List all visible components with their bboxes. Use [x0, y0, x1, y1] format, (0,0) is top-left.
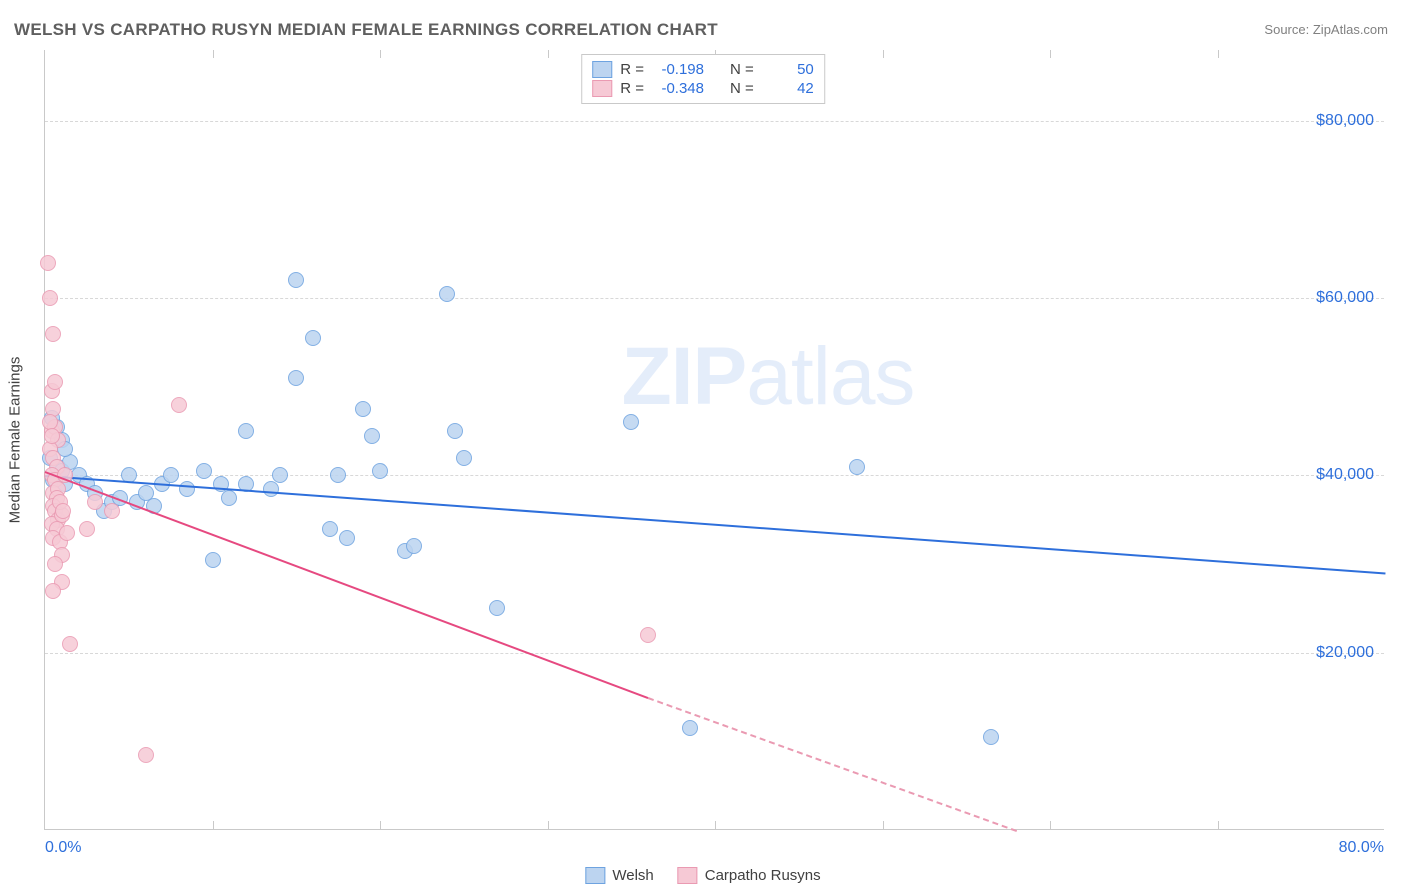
series-legend-item: Carpatho Rusyns	[678, 867, 821, 884]
legend-r-label: R =	[620, 80, 644, 97]
x-tick	[213, 50, 214, 58]
x-tick-label: 0.0%	[45, 839, 81, 857]
x-tick	[1218, 50, 1219, 58]
x-tick	[1050, 50, 1051, 58]
source-attribution: Source: ZipAtlas.com	[1264, 22, 1388, 37]
scatter-point	[45, 583, 61, 599]
scatter-point	[489, 600, 505, 616]
scatter-point	[40, 255, 56, 271]
chart-title: WELSH VS CARPATHO RUSYN MEDIAN FEMALE EA…	[14, 20, 718, 40]
trend-line	[45, 475, 1385, 574]
scatter-point	[87, 494, 103, 510]
scatter-point	[456, 450, 472, 466]
scatter-point	[330, 467, 346, 483]
x-tick	[883, 821, 884, 829]
x-tick	[548, 821, 549, 829]
scatter-point	[322, 521, 338, 537]
legend-swatch	[592, 80, 612, 97]
x-tick	[883, 50, 884, 58]
scatter-point	[682, 720, 698, 736]
plot-area: Median Female Earnings ZIPatlas $20,000$…	[44, 50, 1384, 830]
series-legend-item: Welsh	[585, 867, 653, 884]
scatter-point	[205, 552, 221, 568]
x-tick	[213, 821, 214, 829]
x-tick	[380, 821, 381, 829]
scatter-point	[372, 463, 388, 479]
watermark-atlas: atlas	[746, 331, 914, 422]
scatter-point	[849, 459, 865, 475]
legend-n-value: 50	[762, 61, 814, 78]
legend-r-value: -0.348	[652, 80, 704, 97]
x-tick	[715, 821, 716, 829]
watermark-zip: ZIP	[622, 331, 747, 422]
x-tick-label: 80.0%	[1339, 839, 1384, 857]
gridline	[45, 121, 1384, 122]
series-legend: Welsh Carpatho Rusyns	[585, 867, 820, 884]
scatter-point	[439, 286, 455, 302]
scatter-point	[288, 370, 304, 386]
scatter-point	[138, 747, 154, 763]
scatter-point	[640, 627, 656, 643]
watermark: ZIPatlas	[622, 330, 915, 424]
gridline	[45, 653, 1384, 654]
scatter-point	[104, 503, 120, 519]
scatter-point	[355, 401, 371, 417]
legend-r-label: R =	[620, 61, 644, 78]
scatter-point	[447, 423, 463, 439]
scatter-point	[623, 414, 639, 430]
legend-row: R = -0.348 N = 42	[592, 79, 814, 98]
scatter-point	[163, 467, 179, 483]
trend-line-dashed	[648, 697, 1017, 832]
legend-swatch	[592, 61, 612, 78]
series-name: Carpatho Rusyns	[705, 867, 821, 884]
legend-n-label: N =	[730, 80, 754, 97]
legend-n-label: N =	[730, 61, 754, 78]
y-tick-label: $80,000	[1316, 112, 1374, 130]
source-value: ZipAtlas.com	[1313, 22, 1388, 37]
scatter-point	[44, 428, 60, 444]
series-name: Welsh	[612, 867, 653, 884]
gridline	[45, 298, 1384, 299]
trend-line	[45, 471, 649, 699]
scatter-point	[171, 397, 187, 413]
x-tick	[380, 50, 381, 58]
scatter-point	[983, 729, 999, 745]
scatter-point	[364, 428, 380, 444]
scatter-point	[45, 326, 61, 342]
y-tick-label: $20,000	[1316, 644, 1374, 662]
legend-row: R = -0.198 N = 50	[592, 60, 814, 79]
scatter-point	[62, 636, 78, 652]
scatter-point	[42, 290, 58, 306]
scatter-point	[288, 272, 304, 288]
scatter-point	[339, 530, 355, 546]
scatter-point	[196, 463, 212, 479]
source-label: Source:	[1264, 22, 1309, 37]
scatter-point	[47, 374, 63, 390]
scatter-point	[179, 481, 195, 497]
scatter-point	[55, 503, 71, 519]
legend-swatch	[678, 867, 698, 884]
legend-r-value: -0.198	[652, 61, 704, 78]
scatter-point	[79, 521, 95, 537]
y-axis-title: Median Female Earnings	[7, 356, 24, 523]
scatter-point	[406, 538, 422, 554]
y-tick-label: $60,000	[1316, 289, 1374, 307]
legend-n-value: 42	[762, 80, 814, 97]
scatter-point	[238, 423, 254, 439]
x-tick	[548, 50, 549, 58]
correlation-legend: R = -0.198 N = 50 R = -0.348 N = 42	[581, 54, 825, 104]
scatter-point	[263, 481, 279, 497]
legend-swatch	[585, 867, 605, 884]
y-tick-label: $40,000	[1316, 466, 1374, 484]
x-tick	[1218, 821, 1219, 829]
scatter-point	[221, 490, 237, 506]
scatter-point	[305, 330, 321, 346]
x-tick	[1050, 821, 1051, 829]
scatter-point	[47, 556, 63, 572]
scatter-point	[59, 525, 75, 541]
